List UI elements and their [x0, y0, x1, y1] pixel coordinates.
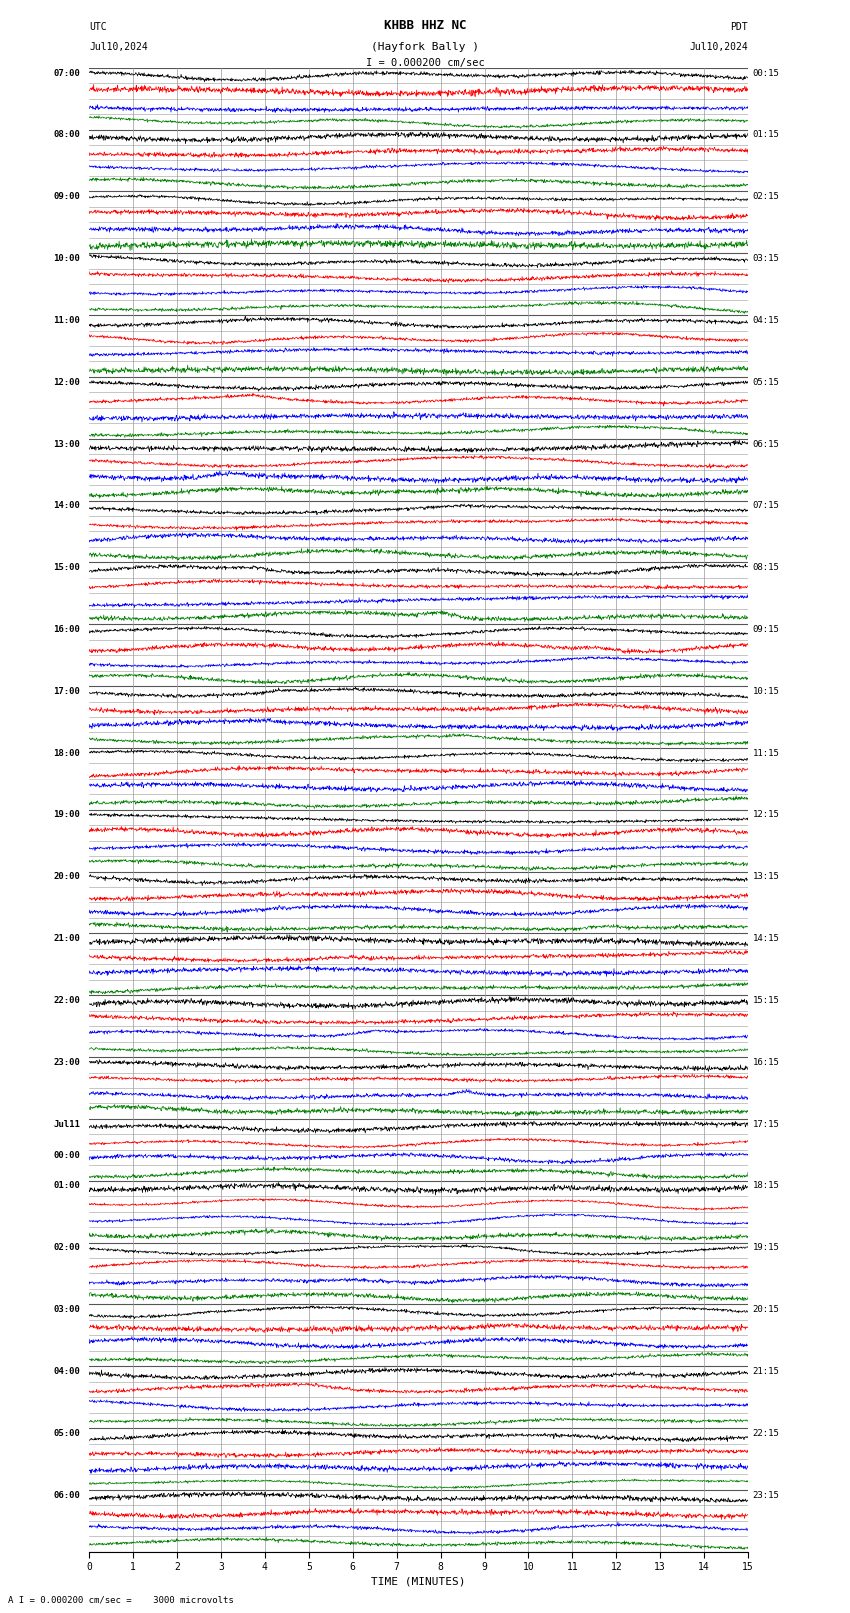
- Text: Jul10,2024: Jul10,2024: [689, 42, 748, 52]
- Text: 04:00: 04:00: [54, 1366, 81, 1376]
- Text: 07:15: 07:15: [752, 502, 779, 510]
- Text: 03:15: 03:15: [752, 253, 779, 263]
- Text: 01:00: 01:00: [54, 1181, 81, 1190]
- Text: 00:00: 00:00: [54, 1150, 81, 1160]
- Text: PDT: PDT: [730, 23, 748, 32]
- Text: 02:15: 02:15: [752, 192, 779, 202]
- Text: 06:15: 06:15: [752, 439, 779, 448]
- Text: 19:15: 19:15: [752, 1244, 779, 1252]
- Text: 06:00: 06:00: [54, 1490, 81, 1500]
- Text: 23:00: 23:00: [54, 1058, 81, 1066]
- Text: 14:15: 14:15: [752, 934, 779, 944]
- Text: KHBB HHZ NC: KHBB HHZ NC: [383, 19, 467, 32]
- Text: I = 0.000200 cm/sec: I = 0.000200 cm/sec: [366, 58, 484, 68]
- Text: 04:15: 04:15: [752, 316, 779, 324]
- Text: 08:15: 08:15: [752, 563, 779, 573]
- Text: (Hayfork Bally ): (Hayfork Bally ): [371, 42, 479, 52]
- Text: 20:00: 20:00: [54, 873, 81, 881]
- Text: 17:00: 17:00: [54, 687, 81, 695]
- Text: 10:15: 10:15: [752, 687, 779, 695]
- Text: 15:15: 15:15: [752, 995, 779, 1005]
- Text: 22:15: 22:15: [752, 1429, 779, 1437]
- Text: 17:15: 17:15: [752, 1119, 779, 1129]
- X-axis label: TIME (MINUTES): TIME (MINUTES): [371, 1576, 466, 1586]
- Text: 18:00: 18:00: [54, 748, 81, 758]
- Text: 16:15: 16:15: [752, 1058, 779, 1066]
- Text: 11:15: 11:15: [752, 748, 779, 758]
- Text: 13:00: 13:00: [54, 439, 81, 448]
- Text: 19:00: 19:00: [54, 810, 81, 819]
- Text: 05:15: 05:15: [752, 377, 779, 387]
- Text: 12:00: 12:00: [54, 377, 81, 387]
- Text: A I = 0.000200 cm/sec =    3000 microvolts: A I = 0.000200 cm/sec = 3000 microvolts: [8, 1595, 235, 1605]
- Text: 20:15: 20:15: [752, 1305, 779, 1315]
- Text: 10:00: 10:00: [54, 253, 81, 263]
- Text: Jul10,2024: Jul10,2024: [89, 42, 148, 52]
- Text: 21:00: 21:00: [54, 934, 81, 944]
- Text: 15:00: 15:00: [54, 563, 81, 573]
- Text: 09:15: 09:15: [752, 624, 779, 634]
- Text: 12:15: 12:15: [752, 810, 779, 819]
- Text: 01:15: 01:15: [752, 131, 779, 139]
- Text: 02:00: 02:00: [54, 1244, 81, 1252]
- Text: 21:15: 21:15: [752, 1366, 779, 1376]
- Text: 03:00: 03:00: [54, 1305, 81, 1315]
- Text: 13:15: 13:15: [752, 873, 779, 881]
- Text: 08:00: 08:00: [54, 131, 81, 139]
- Text: 14:00: 14:00: [54, 502, 81, 510]
- Text: 05:00: 05:00: [54, 1429, 81, 1437]
- Text: 23:15: 23:15: [752, 1490, 779, 1500]
- Text: 09:00: 09:00: [54, 192, 81, 202]
- Text: 07:00: 07:00: [54, 68, 81, 77]
- Text: UTC: UTC: [89, 23, 107, 32]
- Text: 18:15: 18:15: [752, 1181, 779, 1190]
- Text: 00:15: 00:15: [752, 68, 779, 77]
- Text: 11:00: 11:00: [54, 316, 81, 324]
- Text: 22:00: 22:00: [54, 995, 81, 1005]
- Text: 16:00: 16:00: [54, 624, 81, 634]
- Text: Jul11: Jul11: [54, 1119, 81, 1129]
